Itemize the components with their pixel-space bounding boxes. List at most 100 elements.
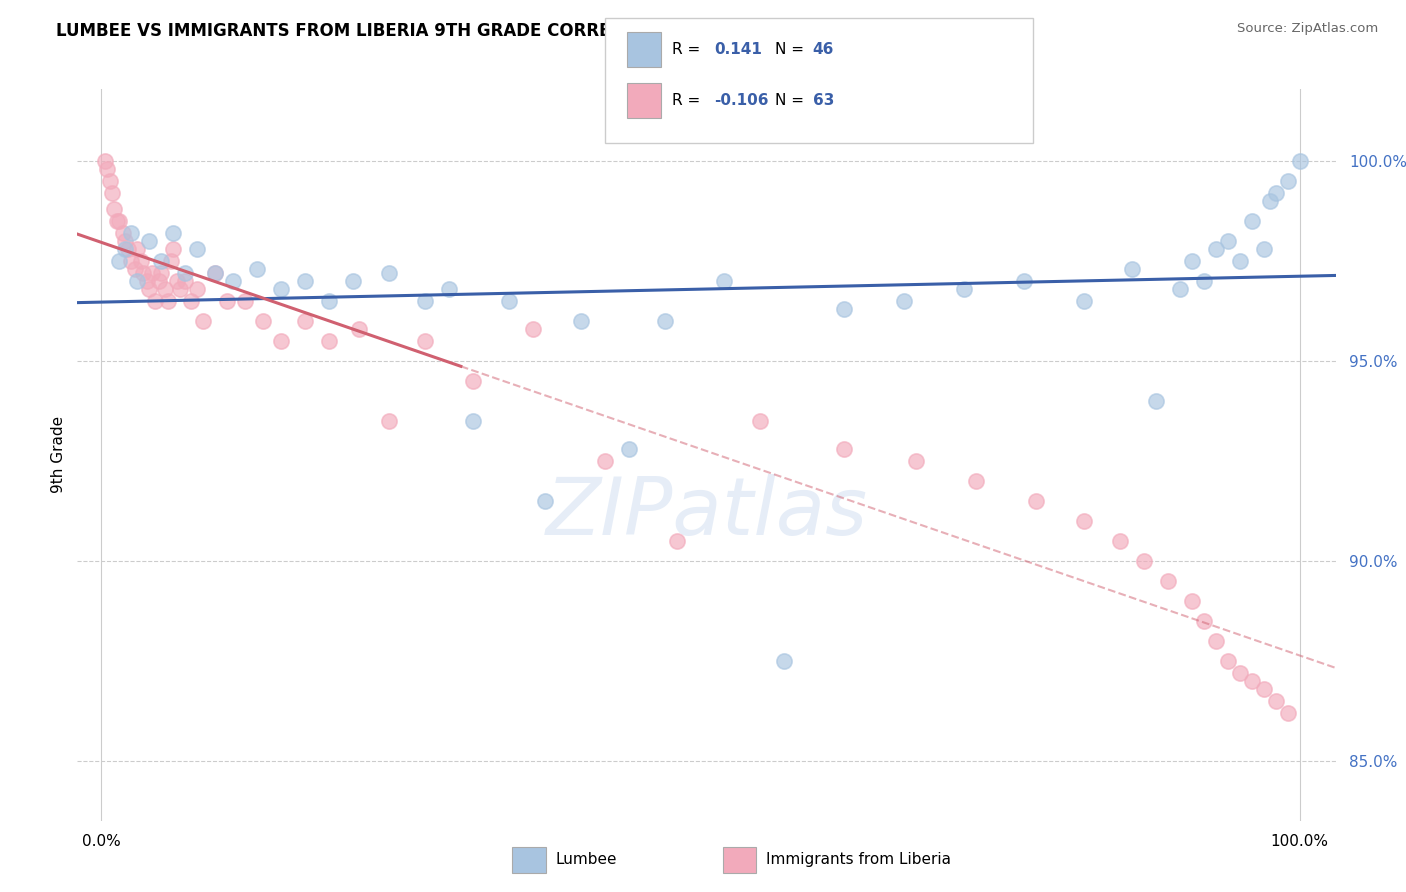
Point xyxy=(129,254,152,268)
Point xyxy=(217,293,239,308)
Point xyxy=(665,533,688,548)
Point xyxy=(654,314,676,328)
Point xyxy=(138,282,160,296)
Point xyxy=(120,226,142,240)
Point xyxy=(204,266,226,280)
Point xyxy=(965,474,987,488)
Point xyxy=(111,226,134,240)
Point xyxy=(174,266,197,280)
Point xyxy=(117,242,139,256)
Point xyxy=(233,293,256,308)
Text: 63: 63 xyxy=(813,93,834,108)
Point xyxy=(162,242,184,256)
Point xyxy=(1253,681,1275,696)
Point xyxy=(1025,494,1047,508)
Point xyxy=(1277,706,1299,720)
Point xyxy=(166,274,188,288)
Point xyxy=(378,266,401,280)
Point xyxy=(105,214,128,228)
Point xyxy=(461,414,484,428)
Point xyxy=(143,293,166,308)
Point xyxy=(318,293,340,308)
Point xyxy=(127,274,149,288)
Point xyxy=(1121,262,1143,277)
Point xyxy=(186,242,208,256)
Point xyxy=(569,314,592,328)
Point xyxy=(953,282,976,296)
Point xyxy=(533,494,555,508)
Text: N =: N = xyxy=(775,42,808,57)
Point xyxy=(1240,214,1263,228)
Point xyxy=(1181,594,1204,608)
Text: R =: R = xyxy=(672,93,706,108)
Point xyxy=(1216,654,1239,668)
Text: 0.141: 0.141 xyxy=(714,42,762,57)
Point xyxy=(713,274,735,288)
Point xyxy=(522,322,544,336)
Point xyxy=(1264,186,1286,201)
Point xyxy=(222,274,245,288)
Point xyxy=(1264,694,1286,708)
Point xyxy=(101,186,124,201)
Point xyxy=(132,266,155,280)
Point xyxy=(98,174,121,188)
Text: Source: ZipAtlas.com: Source: ZipAtlas.com xyxy=(1237,22,1378,36)
Point xyxy=(905,454,928,468)
Point xyxy=(834,301,856,316)
Point xyxy=(1012,274,1035,288)
Point xyxy=(1073,514,1095,528)
Point xyxy=(180,293,202,308)
Point xyxy=(191,314,215,328)
Text: N =: N = xyxy=(775,93,808,108)
Point xyxy=(153,282,176,296)
Point xyxy=(270,334,292,348)
Point xyxy=(120,254,142,268)
Point xyxy=(94,154,117,169)
Point xyxy=(204,266,226,280)
Point xyxy=(1205,633,1227,648)
Point xyxy=(893,293,915,308)
Point xyxy=(413,293,436,308)
Point xyxy=(169,282,191,296)
Text: R =: R = xyxy=(672,42,706,57)
Point xyxy=(347,322,370,336)
Point xyxy=(593,454,616,468)
Point xyxy=(148,274,170,288)
Point xyxy=(498,293,520,308)
Point xyxy=(1157,574,1180,588)
Point xyxy=(150,266,173,280)
Point xyxy=(773,654,796,668)
Point xyxy=(103,202,125,216)
Point xyxy=(1277,174,1299,188)
Point xyxy=(617,442,640,456)
Point xyxy=(124,262,146,277)
Point xyxy=(294,274,316,288)
Point xyxy=(138,234,160,248)
Point xyxy=(108,254,131,268)
Point xyxy=(413,334,436,348)
Point xyxy=(1205,242,1227,256)
Point xyxy=(461,374,484,388)
Point xyxy=(1240,673,1263,688)
Point xyxy=(1288,154,1310,169)
Point xyxy=(114,242,136,256)
Point xyxy=(186,282,208,296)
Point xyxy=(1073,293,1095,308)
Point xyxy=(1229,254,1251,268)
Point xyxy=(1109,533,1132,548)
Point xyxy=(294,314,316,328)
Point xyxy=(135,274,157,288)
Text: ZIPatlas: ZIPatlas xyxy=(546,475,868,552)
Point xyxy=(1144,394,1167,409)
Point xyxy=(437,282,460,296)
Point xyxy=(834,442,856,456)
Point xyxy=(1253,242,1275,256)
Point xyxy=(162,226,184,240)
Point xyxy=(342,274,364,288)
Point xyxy=(318,334,340,348)
Point xyxy=(157,293,180,308)
Text: Lumbee: Lumbee xyxy=(555,853,617,867)
Point xyxy=(246,262,269,277)
Point xyxy=(749,414,772,428)
Point xyxy=(96,162,118,177)
